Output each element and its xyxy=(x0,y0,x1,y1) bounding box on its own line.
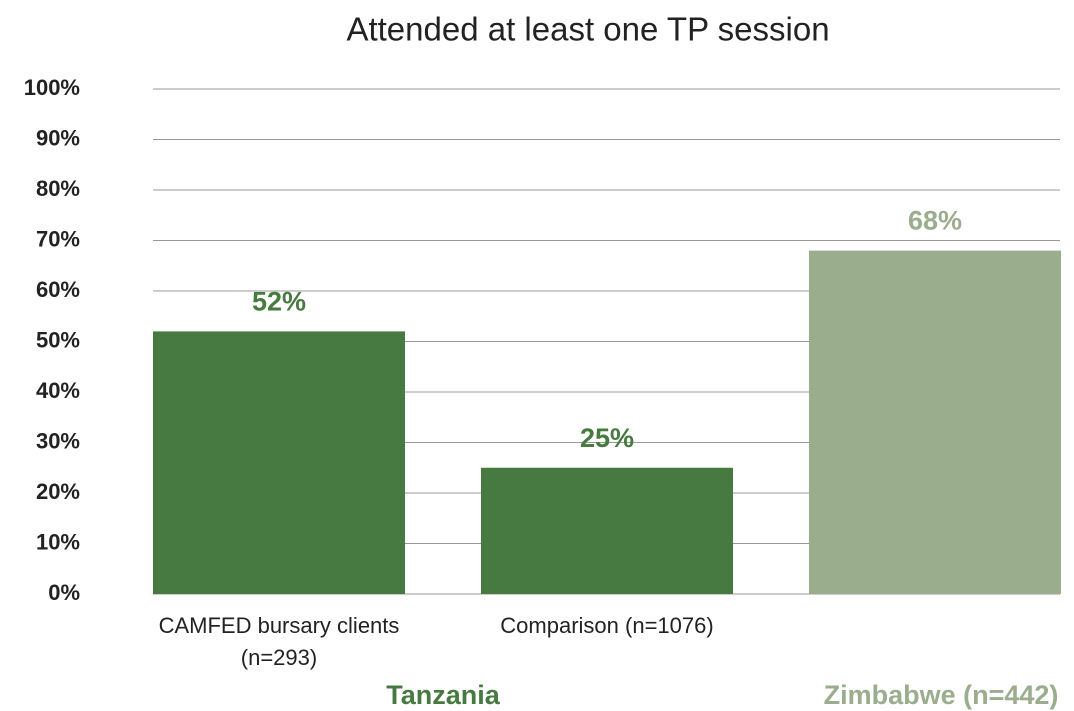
y-tick-label: 100% xyxy=(24,75,80,100)
bar xyxy=(809,250,1061,594)
chart-title: Attended at least one TP session xyxy=(346,11,829,48)
y-tick-label: 90% xyxy=(36,125,80,150)
y-tick-label: 70% xyxy=(36,226,80,251)
y-tick-label: 80% xyxy=(36,176,80,201)
bar xyxy=(481,467,733,594)
y-tick-label: 30% xyxy=(36,428,80,453)
y-tick-label: 0% xyxy=(48,580,80,605)
y-tick-label: 10% xyxy=(36,529,80,554)
value-label: 52% xyxy=(252,287,306,317)
value-label: 68% xyxy=(908,206,962,236)
x-tick-label: Comparison (n=1076) xyxy=(500,613,714,638)
value-label: 25% xyxy=(580,423,634,453)
y-tick-label: 40% xyxy=(36,378,80,403)
x-tick-label: CAMFED bursary clients (n=293) xyxy=(158,613,400,670)
y-tick-label: 50% xyxy=(36,327,80,352)
y-tick-label: 60% xyxy=(36,277,80,302)
group-label: Tanzania xyxy=(386,680,501,710)
group-label: Zimbabwe (n=442) xyxy=(824,680,1059,710)
bar xyxy=(153,331,405,594)
y-tick-label: 20% xyxy=(36,479,80,504)
